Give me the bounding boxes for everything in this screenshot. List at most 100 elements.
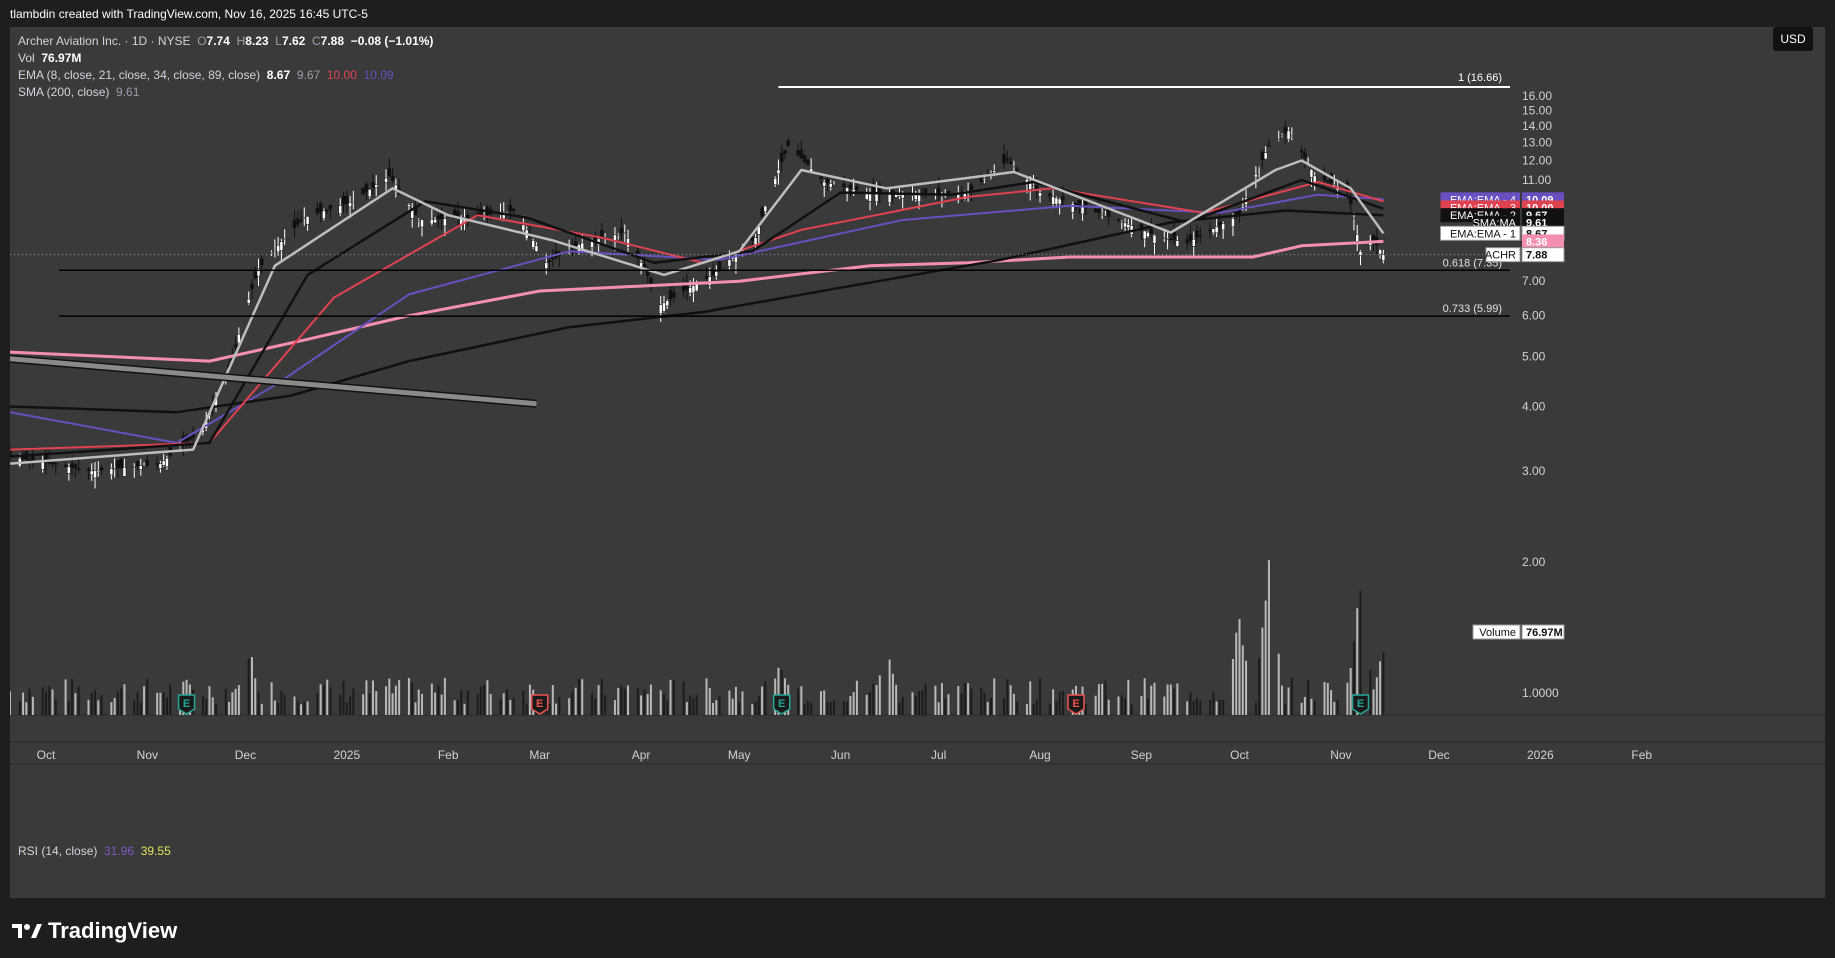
candle-body — [1074, 202, 1078, 205]
volume-bar — [51, 689, 54, 715]
candle-body — [76, 468, 81, 470]
candle-body — [717, 261, 722, 269]
volume-bar — [1379, 661, 1382, 715]
candle-body — [1221, 223, 1225, 231]
candle-body — [1100, 213, 1104, 216]
volume-bar — [800, 686, 803, 715]
candle-body — [99, 467, 104, 471]
volume-bar — [1218, 699, 1221, 715]
candle-body — [40, 461, 45, 470]
volume-bar — [208, 686, 211, 715]
earnings-marker-label: E — [536, 698, 543, 710]
candle-body — [397, 188, 401, 191]
candle-body — [1276, 138, 1281, 140]
tradingview-logo[interactable]: TradingView — [12, 918, 177, 944]
candle-body — [1198, 234, 1203, 237]
candle-body — [1263, 152, 1268, 160]
candle-body — [534, 245, 539, 252]
volume-bar — [1039, 677, 1042, 715]
volume-bar — [1143, 678, 1146, 715]
chart-frame[interactable]: 16.0015.0014.0013.0012.0011.009.007.006.… — [10, 27, 1825, 898]
volume-bar — [780, 670, 783, 715]
candle-body — [139, 465, 143, 470]
candle-body — [1015, 168, 1019, 171]
volume-bar — [342, 680, 345, 715]
candle-body — [1303, 152, 1307, 159]
volume-bar — [875, 685, 878, 715]
ema21-value: 9.67 — [296, 68, 321, 82]
volume-bar — [581, 679, 584, 715]
candle-body — [142, 465, 146, 467]
y-tick-label: 5.00 — [1522, 350, 1546, 364]
x-tick-label: Jun — [831, 748, 850, 762]
volume-bar — [555, 703, 558, 715]
candle-body — [1116, 219, 1121, 221]
candle-body — [54, 462, 58, 465]
candle-body — [282, 237, 287, 240]
volume-bar — [728, 690, 731, 715]
volume-bar — [398, 680, 401, 715]
candle-body — [1257, 166, 1261, 169]
candle-body — [544, 262, 549, 269]
candle-body — [374, 184, 378, 188]
candle-body — [430, 219, 434, 225]
volume-bar — [1153, 682, 1156, 715]
candle-body — [946, 191, 951, 194]
candle-body — [936, 187, 941, 195]
candle-body — [10, 447, 12, 457]
candle-body — [1031, 185, 1036, 187]
price-chart[interactable]: 16.0015.0014.0013.0012.0011.009.007.006.… — [10, 27, 1825, 898]
sma-label: SMA (200, close) — [18, 85, 110, 99]
candle-body — [416, 219, 421, 222]
volume-bar — [434, 692, 437, 715]
candle-body — [1149, 228, 1153, 234]
candle-body — [1299, 150, 1304, 153]
volume-bar — [591, 693, 594, 715]
candle-body — [1054, 197, 1059, 205]
badge-label-bg — [1440, 225, 1521, 241]
candle-body — [1371, 235, 1376, 241]
candle-body — [547, 260, 552, 262]
candle-body — [779, 152, 784, 162]
high-value: 8.23 — [245, 34, 269, 48]
volume-bar — [483, 684, 486, 715]
volume-bar — [159, 692, 162, 715]
candle-body — [531, 240, 535, 248]
volume-bar — [1012, 693, 1015, 715]
candle-body — [273, 248, 277, 251]
volume-bar — [623, 688, 626, 715]
tradingview-logo-text: TradingView — [48, 918, 178, 943]
candle-body — [27, 459, 32, 461]
volume-bar — [1300, 702, 1303, 715]
volume-bar — [1369, 669, 1372, 715]
ema-label: EMA (8, close, 21, close, 34, close, 89,… — [18, 68, 261, 82]
candle-body — [364, 183, 369, 192]
earnings-marker — [177, 694, 196, 715]
volume-bar — [620, 685, 623, 715]
volume-bar — [1346, 682, 1349, 715]
volume-bar — [826, 702, 829, 715]
candle-body — [1005, 158, 1010, 161]
candle-body — [371, 182, 375, 188]
volume-bar — [506, 689, 509, 715]
candle-body — [302, 217, 307, 219]
volume-bar — [1189, 692, 1192, 715]
candle-body — [825, 178, 830, 184]
volume-bar — [751, 704, 754, 715]
volume-bar — [116, 691, 119, 715]
volume-bar — [689, 695, 692, 715]
rsi-value-2: 39.55 — [140, 844, 171, 858]
candle-body — [269, 252, 274, 255]
candle-body — [1309, 169, 1314, 178]
volume-bar — [568, 698, 571, 715]
candle-body — [1057, 198, 1062, 205]
volume-bar — [443, 678, 446, 715]
candle-body — [1231, 218, 1235, 227]
candle-body — [155, 462, 159, 465]
candle-body — [384, 177, 388, 183]
candle-body — [1211, 228, 1216, 234]
candle-body — [1283, 127, 1288, 134]
volume-bar — [113, 698, 116, 715]
candle-body — [1002, 154, 1006, 164]
close-value: 7.88 — [320, 34, 345, 48]
